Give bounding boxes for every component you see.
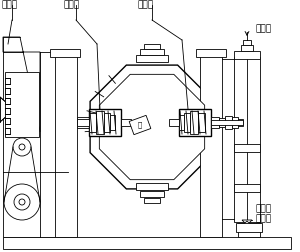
Bar xyxy=(225,116,232,129)
Bar xyxy=(236,223,262,232)
Text: 密封座: 密封座 xyxy=(2,0,18,9)
Bar xyxy=(89,109,121,136)
Bar xyxy=(169,119,179,126)
Bar xyxy=(5,118,10,124)
Bar xyxy=(5,88,10,94)
Circle shape xyxy=(4,184,40,220)
Bar xyxy=(140,191,164,197)
Bar xyxy=(5,98,10,104)
Bar xyxy=(5,128,10,134)
Bar xyxy=(5,72,39,137)
Bar xyxy=(243,40,251,45)
Bar xyxy=(5,108,10,114)
Bar xyxy=(121,119,131,126)
Bar xyxy=(110,115,115,130)
Polygon shape xyxy=(0,97,8,122)
Bar xyxy=(3,52,68,237)
Bar xyxy=(211,117,219,128)
Text: 冷凝水
或回流: 冷凝水 或回流 xyxy=(255,204,271,224)
Bar xyxy=(234,184,260,192)
Text: 样: 样 xyxy=(138,122,142,128)
Polygon shape xyxy=(90,65,214,189)
Bar xyxy=(179,109,211,136)
Bar xyxy=(5,78,10,84)
Bar xyxy=(232,117,238,128)
Bar xyxy=(77,119,89,126)
Bar xyxy=(234,57,260,222)
Bar xyxy=(234,144,260,152)
Bar xyxy=(96,111,104,134)
Bar xyxy=(196,49,226,57)
Bar xyxy=(89,113,96,132)
Bar xyxy=(211,120,243,125)
Polygon shape xyxy=(3,37,40,132)
Bar xyxy=(184,113,190,132)
Bar xyxy=(190,111,198,134)
Polygon shape xyxy=(242,220,252,225)
Bar xyxy=(219,118,225,127)
Text: 密封座: 密封座 xyxy=(63,0,79,9)
Text: 密封座: 密封座 xyxy=(138,0,154,9)
Bar xyxy=(140,49,164,55)
Bar xyxy=(104,113,110,132)
Circle shape xyxy=(14,194,30,210)
Bar xyxy=(3,237,291,249)
Polygon shape xyxy=(99,74,205,180)
Bar xyxy=(136,183,168,190)
Bar xyxy=(144,44,160,49)
Bar xyxy=(198,113,205,132)
Bar xyxy=(136,55,168,62)
Bar xyxy=(238,119,243,126)
Bar xyxy=(241,45,253,51)
Circle shape xyxy=(19,144,25,150)
Bar xyxy=(144,198,160,203)
Bar xyxy=(234,51,260,59)
Bar xyxy=(50,49,80,57)
Circle shape xyxy=(19,199,25,205)
Bar xyxy=(77,117,89,128)
Bar xyxy=(238,223,260,237)
Polygon shape xyxy=(242,221,252,226)
Circle shape xyxy=(13,138,31,156)
Bar xyxy=(55,52,77,237)
Bar xyxy=(179,115,184,130)
Bar xyxy=(200,52,222,237)
Polygon shape xyxy=(129,115,151,135)
Text: 进热源: 进热源 xyxy=(255,24,271,33)
